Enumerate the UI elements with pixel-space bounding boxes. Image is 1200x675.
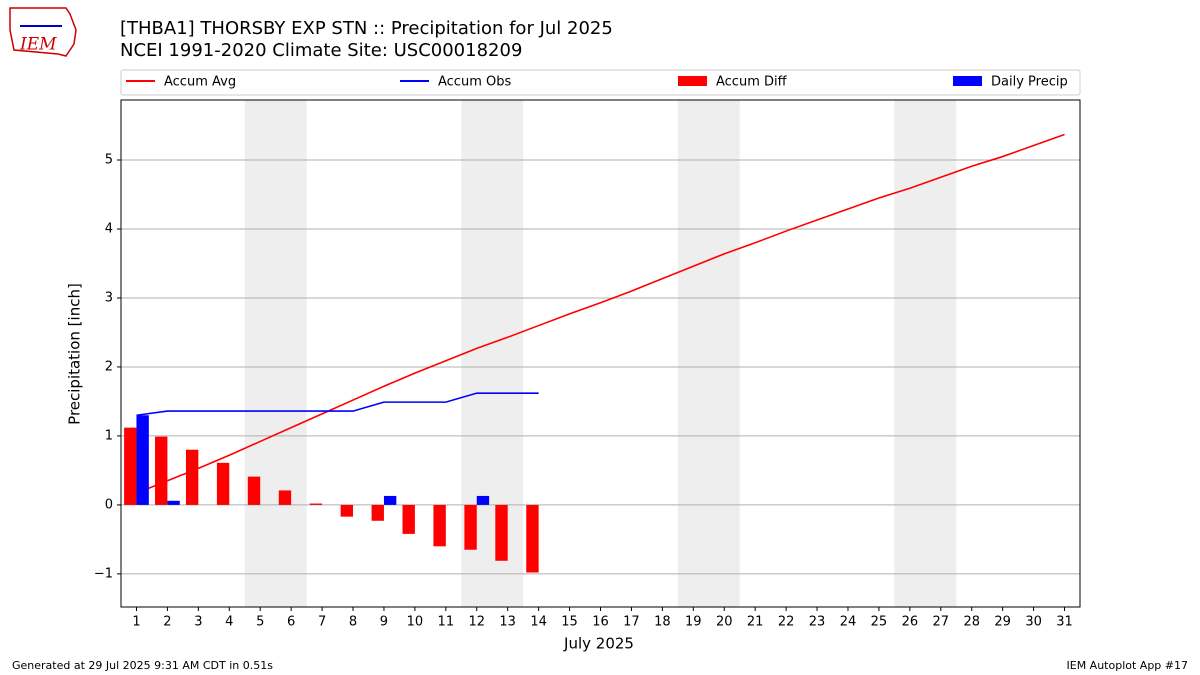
legend-label: Accum Avg [164, 75, 236, 90]
bar [402, 504, 415, 534]
bar [495, 504, 508, 561]
x-tick-label: 12 [468, 615, 485, 630]
bar [340, 504, 354, 517]
bar [309, 503, 323, 505]
x-tick-label: 11 [438, 615, 455, 630]
y-tick-label: 5 [105, 153, 113, 168]
x-tick-label: 2 [163, 615, 171, 630]
x-tick-label: 31 [1056, 615, 1073, 630]
bar [433, 504, 446, 547]
x-tick-label: 25 [871, 615, 888, 630]
weekend-span [894, 100, 957, 607]
y-tick-label: −1 [94, 566, 113, 581]
bar [278, 490, 292, 505]
legend-label: Accum Diff [716, 75, 788, 90]
legend-label: Daily Precip [991, 75, 1068, 90]
bar [464, 504, 477, 550]
x-tick-label: 23 [809, 615, 826, 630]
line [136, 133, 1065, 494]
x-tick-label: 27 [933, 615, 950, 630]
footer-right: IEM Autoplot App #17 [1067, 659, 1189, 672]
y-tick-label: 3 [105, 290, 113, 305]
x-tick-label: 18 [654, 615, 671, 630]
bar [167, 500, 180, 505]
x-tick-label: 7 [318, 615, 326, 630]
x-tick-label: 26 [902, 615, 919, 630]
x-tick-label: 24 [840, 615, 857, 630]
x-tick-label: 20 [716, 615, 733, 630]
footer-left: Generated at 29 Jul 2025 9:31 AM CDT in … [12, 659, 273, 672]
x-tick-label: 6 [287, 615, 295, 630]
bar [526, 504, 539, 573]
x-tick-label: 30 [1025, 615, 1042, 630]
x-tick-label: 8 [349, 615, 357, 630]
x-axis-label: July 2025 [563, 635, 634, 653]
x-tick-label: 10 [407, 615, 424, 630]
bar [371, 504, 384, 521]
y-tick-label: 1 [105, 428, 113, 443]
line [136, 392, 539, 417]
y-tick-label: 4 [105, 221, 113, 236]
weekend-span [244, 100, 307, 607]
plot-frame [120, 99, 1081, 608]
legend-label: Accum Obs [438, 75, 511, 90]
x-tick-label: 9 [380, 615, 388, 630]
x-tick-label: 22 [778, 615, 795, 630]
x-tick-label: 5 [256, 615, 264, 630]
bar [247, 476, 261, 505]
x-tick-label: 13 [499, 615, 516, 630]
legend-swatch [678, 76, 707, 86]
x-tick-label: 1 [132, 615, 140, 630]
bar [216, 462, 230, 505]
bar [383, 495, 397, 505]
bar [185, 449, 199, 505]
logo: IEM [9, 7, 77, 57]
x-tick-label: 17 [623, 615, 640, 630]
bar [476, 495, 490, 505]
x-tick-label: 19 [685, 615, 702, 630]
x-tick-label: 15 [561, 615, 578, 630]
y-tick-label: 0 [105, 497, 113, 512]
legend-swatch [953, 76, 982, 86]
x-tick-label: 28 [963, 615, 980, 630]
y-tick-label: 2 [105, 359, 113, 374]
x-tick-label: 4 [225, 615, 233, 630]
logo-text: IEM [19, 35, 57, 55]
bar [155, 436, 168, 505]
y-axis-label: Precipitation [inch] [66, 283, 84, 425]
x-tick-label: 21 [747, 615, 764, 630]
chart-subtitle: NCEI 1991-2020 Climate Site: USC00018209 [120, 40, 522, 61]
bar [136, 415, 149, 505]
x-tick-label: 29 [994, 615, 1011, 630]
legend [120, 69, 1081, 96]
bar [124, 427, 137, 505]
weekend-span [677, 100, 740, 607]
x-tick-label: 14 [530, 615, 547, 630]
x-tick-label: 3 [194, 615, 202, 630]
x-tick-label: 16 [592, 615, 609, 630]
chart-title: [THBA1] THORSBY EXP STN :: Precipitation… [120, 18, 613, 39]
